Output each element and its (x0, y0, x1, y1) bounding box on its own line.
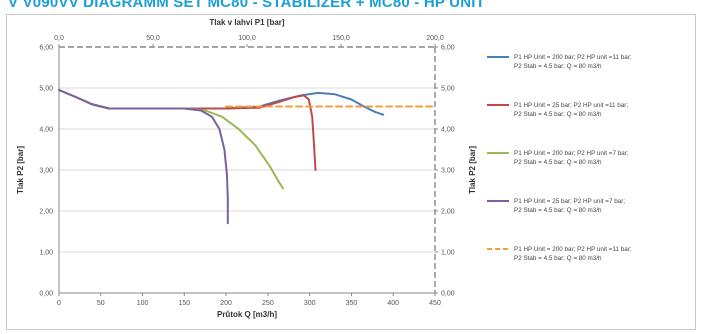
x2-axis-title: Tlak v lahvi P1 [bar] (209, 18, 284, 27)
y2-tick-label: 6,00 (441, 45, 455, 52)
y2-axis-title: Tlak P2 [bar] (468, 146, 477, 194)
diagram-banner: V V090VV DIAGRAMM SET MC80 - STABILIZER … (0, 0, 702, 14)
x-tick-label: 100 (137, 300, 149, 307)
series-line-4 (58, 89, 229, 225)
legend-entry-2: P1 HP Unit = 25 bar; P2 HP unit =11 bar;… (514, 102, 628, 118)
x-tick-label: 450 (429, 300, 441, 307)
y2-tick-label: 5,00 (441, 86, 455, 93)
y-tick-label: 2,00 (39, 209, 53, 216)
series-line-2 (58, 89, 317, 171)
legend-entry-1: P1 HP Unit = 200 bar; P2 HP unit =11 bar… (514, 54, 632, 70)
x-tick-label: 150 (178, 300, 190, 307)
y-tick-label: 3,00 (39, 168, 53, 175)
y-tick-label: 4,00 (39, 127, 53, 134)
legend-entry-4: P1 HP Unit = 25 bar; P2 HP unit =7 bar; P… (514, 198, 625, 214)
y-tick-label: 1,00 (39, 250, 53, 257)
x2-tick-label: 0,0 (54, 35, 64, 42)
legend-entry-3: P1 HP Unit = 200 bar; P2 HP unit =7 bar;… (514, 150, 629, 166)
y2-tick-label: 4,00 (441, 127, 455, 134)
y-tick-label: 6,00 (39, 45, 53, 52)
chart-container: 0,00 0,00 1,00 1,00 2,00 2,00 3,00 3,00 4,00 4,00… (6, 14, 696, 330)
x-tick-label: 0 (57, 300, 61, 307)
x2-tick-label: 100,0 (238, 35, 256, 42)
y-axis-title: Tlak P2 [bar] (16, 146, 25, 194)
series-line-1 (58, 89, 385, 116)
y2-tick-label: 1,00 (441, 250, 455, 257)
x2-tick-label: 150,0 (332, 35, 350, 42)
x-tick-label: 400 (387, 300, 399, 307)
x-tick-label: 50 (97, 300, 105, 307)
x-tick-label: 250 (262, 300, 274, 307)
line-chart: 0,00 0,001,00 1,002,00 2,003,00 3,004,00 4,00… (16, 18, 632, 319)
y-tick-label: 0,00 (39, 291, 53, 298)
legend-entry-5: P1 HP Unit = 200 bar; P2 HP unit =11 bar… (514, 246, 632, 262)
x2-tick-label: 200,0 (426, 35, 444, 42)
y-tick-label: 5,00 (39, 86, 53, 93)
x2-tick-label: 50,0 (146, 35, 160, 42)
x-tick-label: 300 (304, 300, 316, 307)
y2-tick-label: 0,00 (441, 291, 455, 298)
x-axis-title: Průtok Q [m3/h] (217, 310, 277, 319)
banner-title: V V090VV DIAGRAMM SET MC80 - STABILIZER … (8, 0, 485, 11)
y2-tick-label: 2,00 (441, 209, 455, 216)
y2-tick-label: 3,00 (441, 168, 455, 175)
x-tick-label: 350 (346, 300, 358, 307)
x-tick-label: 200 (220, 300, 232, 307)
